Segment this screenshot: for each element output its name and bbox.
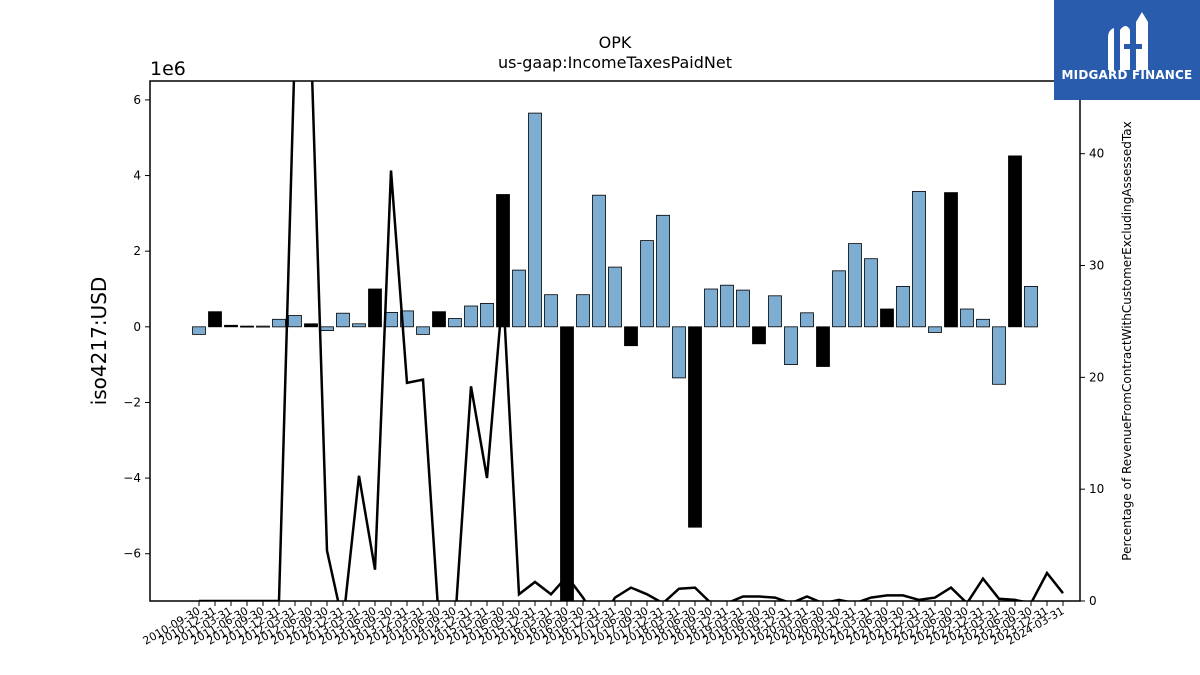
bar — [272, 318, 286, 328]
chart-title: OPK — [599, 33, 632, 52]
bar — [416, 326, 430, 335]
bar — [768, 295, 782, 328]
bar — [640, 240, 654, 328]
y-tick-label: −6 — [123, 547, 141, 561]
bar — [528, 112, 542, 328]
y2-axis-label: Percentage of RevenueFromContractWithCus… — [1120, 121, 1134, 560]
bar — [704, 288, 718, 328]
bar — [400, 310, 414, 328]
bar-series — [192, 112, 1038, 602]
bar — [544, 294, 558, 328]
bar — [336, 312, 350, 328]
y-axis-label: iso4217:USD — [87, 277, 111, 406]
bar — [480, 302, 494, 328]
y2-tick-label: 30 — [1089, 259, 1104, 273]
line-path — [199, 81, 1064, 601]
bar — [352, 323, 366, 328]
bar — [960, 308, 974, 328]
axes: −6−4−202460102030402010-09-302010-12-312… — [123, 80, 1104, 648]
bar — [496, 194, 510, 328]
bar — [320, 326, 334, 331]
bar — [896, 285, 910, 328]
logo-text: MIDGARD FINANCE — [1061, 68, 1193, 82]
bar — [1024, 285, 1038, 328]
bar — [240, 325, 254, 328]
bar — [560, 326, 574, 602]
bar — [224, 324, 238, 328]
y-tick-label: 2 — [133, 244, 141, 258]
bar — [752, 326, 766, 345]
y-tick-label: 6 — [133, 93, 141, 107]
bar — [512, 269, 526, 328]
bar — [448, 318, 462, 328]
y2-tick-label: 0 — [1089, 594, 1097, 608]
bar — [672, 326, 686, 379]
bar — [944, 192, 958, 328]
bar — [656, 214, 670, 328]
bar — [864, 258, 878, 328]
y2-tick-label: 20 — [1089, 370, 1104, 384]
bar — [848, 243, 862, 328]
bar — [992, 326, 1006, 385]
bar — [800, 312, 814, 328]
bar — [608, 266, 622, 328]
y-tick-label: 0 — [133, 320, 141, 334]
bar — [288, 315, 302, 328]
bar — [368, 288, 382, 328]
bar — [720, 284, 734, 328]
bar — [304, 323, 318, 328]
bar — [832, 270, 846, 328]
y2-tick-label: 10 — [1089, 482, 1104, 496]
midgard-finance-logo: MIDGARD FINANCE — [1054, 0, 1200, 100]
bar — [592, 194, 606, 328]
chart-subtitle: us-gaap:IncomeTaxesPaidNet — [498, 53, 732, 72]
y2-tick-label: 40 — [1089, 147, 1104, 161]
plot-frame — [149, 80, 1081, 602]
bar — [928, 326, 942, 333]
bar — [976, 318, 990, 328]
y-tick-label: −4 — [123, 471, 141, 485]
bar — [1008, 155, 1022, 328]
bar — [256, 325, 270, 328]
y-tick-label: −2 — [123, 395, 141, 409]
midgard-logo-icon — [1108, 12, 1148, 70]
line-series — [199, 81, 1064, 601]
y-tick-label: 4 — [133, 169, 141, 183]
bar — [464, 305, 478, 328]
bar — [912, 190, 926, 328]
y-offset-label: 1e6 — [150, 58, 186, 80]
bar — [192, 326, 206, 335]
bar — [688, 326, 702, 528]
bar — [816, 326, 830, 367]
bar — [880, 308, 894, 328]
bar — [624, 326, 638, 347]
bar — [432, 311, 446, 328]
bar — [576, 294, 590, 328]
bar — [736, 289, 750, 328]
bar — [208, 311, 222, 328]
bar — [784, 326, 798, 365]
